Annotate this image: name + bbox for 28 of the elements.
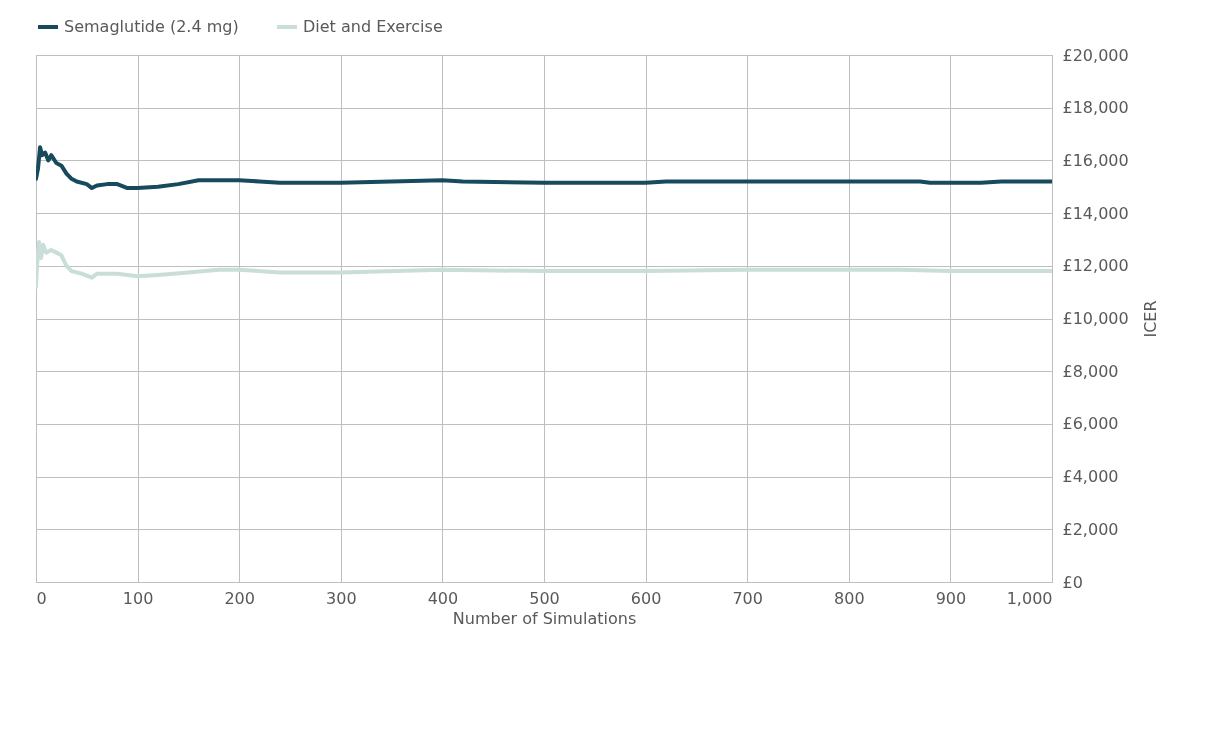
y-tick-label: £20,000 (1062, 45, 1129, 65)
y-tick-label: £10,000 (1062, 309, 1129, 328)
x-tick-label: 400 (427, 588, 459, 608)
y-tick-label: £2,000 (1062, 519, 1119, 539)
y-tick-label: £16,000 (1062, 150, 1129, 170)
x-tick-label: 600 (630, 588, 662, 608)
y-tick-label: £6,000 (1062, 414, 1119, 434)
x-tick-label: 500 (529, 588, 560, 608)
y-tick-label: £12,000 (1062, 256, 1129, 276)
x-tick-label: 100 (122, 588, 154, 608)
y-tick-label: £0 (1062, 572, 1083, 592)
line-series (36, 240, 1052, 289)
x-tick-label: 900 (935, 588, 967, 608)
y-tick-label: £18,000 (1062, 98, 1129, 118)
x-tick-label: 700 (732, 588, 763, 608)
line-series (36, 145, 1052, 191)
legend-label: Diet and Exercise (303, 17, 443, 36)
y-tick-label: £14,000 (1062, 203, 1129, 223)
y-axis-title: ICER (1140, 300, 1160, 338)
x-tick-label: 800 (834, 588, 865, 608)
legend-label: Semaglutide (2.4 mg) (64, 17, 239, 36)
x-tick-label: 1,000 (1006, 588, 1053, 608)
x-tick-label: 300 (326, 588, 357, 608)
x-tick-label: 0 (36, 588, 47, 608)
y-tick-label: £4,000 (1062, 467, 1119, 487)
x-axis-title: Number of Simulations (452, 608, 637, 628)
y-tick-label: £8,000 (1062, 361, 1119, 381)
x-tick-label: 200 (224, 588, 255, 608)
